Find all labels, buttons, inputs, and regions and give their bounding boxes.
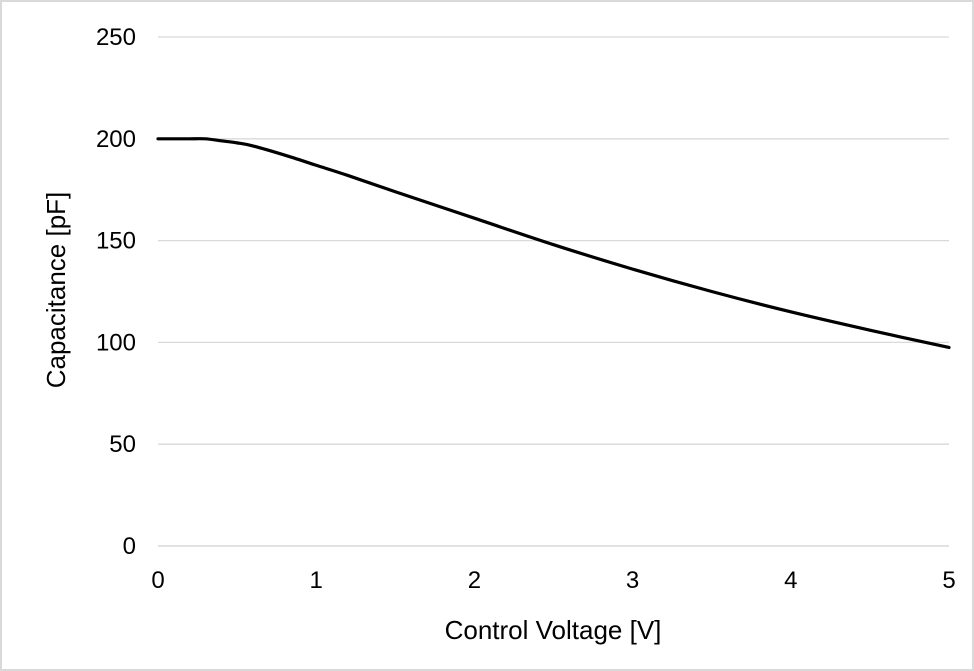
x-tick-labels: 0 1 2 3 4 5 <box>151 567 955 594</box>
x-tick-label: 4 <box>784 567 797 594</box>
y-tick-label: 250 <box>96 24 136 51</box>
y-tick-label: 0 <box>123 533 136 560</box>
x-tick-label: 1 <box>310 567 323 594</box>
x-tick-label: 5 <box>942 567 955 594</box>
y-tick-label: 50 <box>109 431 136 458</box>
gridlines <box>158 36 949 445</box>
y-tick-label: 200 <box>96 126 136 153</box>
y-tick-labels: 0 50 100 150 200 250 <box>96 24 136 560</box>
x-axis-title: Control Voltage [V] <box>445 615 662 645</box>
series-line-capacitance <box>156 137 951 350</box>
x-tick-label: 0 <box>151 567 164 594</box>
x-tick-label: 2 <box>468 567 481 594</box>
y-tick-label: 100 <box>96 329 136 356</box>
series-layer <box>156 137 951 350</box>
x-tick-label: 3 <box>626 567 639 594</box>
y-axis-title: Capacitance [pF] <box>41 192 71 389</box>
y-tick-label: 150 <box>96 228 136 255</box>
